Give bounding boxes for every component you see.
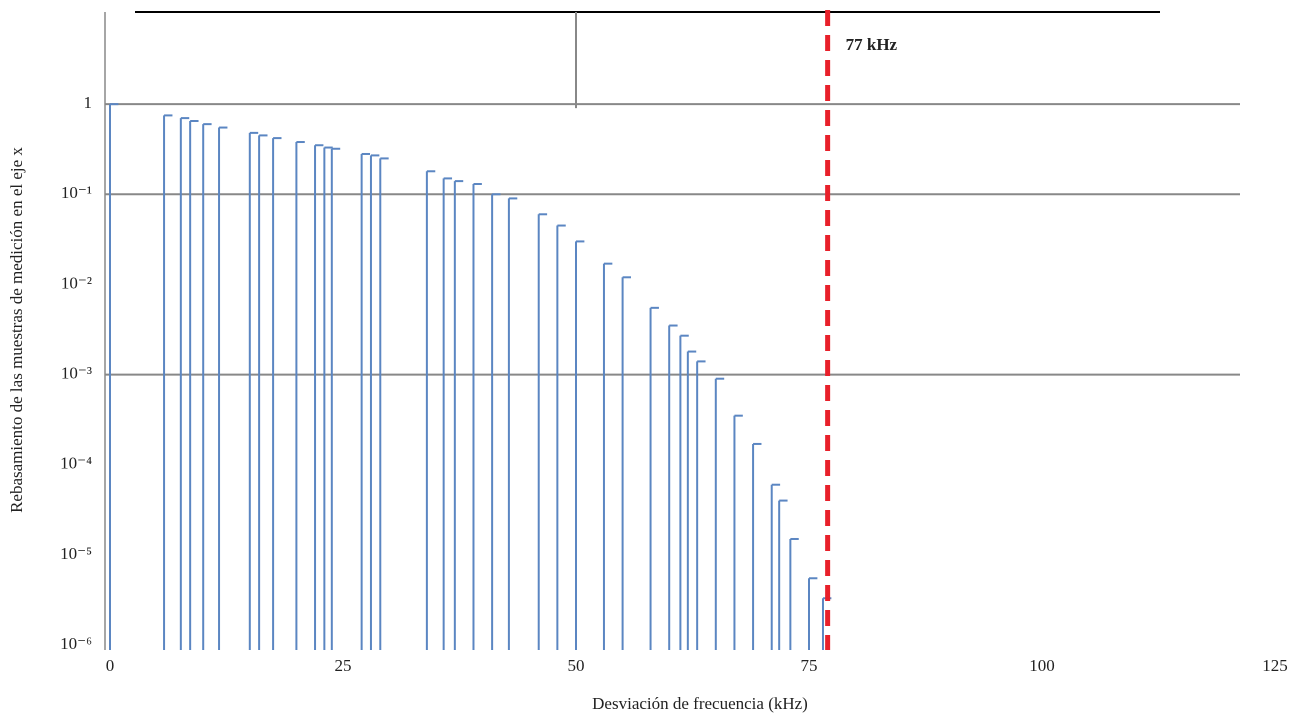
step (789, 537, 799, 650)
step (507, 197, 518, 650)
x-tick-label: 25 (335, 656, 352, 675)
y-tick-label: 10⁻⁵ (60, 544, 92, 563)
step (109, 103, 119, 650)
step (179, 117, 190, 650)
step (248, 131, 259, 650)
threshold-label: 77 kHz (846, 35, 898, 54)
step (537, 213, 548, 650)
step (556, 224, 566, 650)
step (369, 154, 380, 650)
step (714, 377, 725, 650)
step (453, 180, 464, 650)
step (621, 276, 631, 650)
x-tick-label: 125 (1262, 656, 1288, 675)
y-tick-label: 10⁻² (61, 273, 92, 292)
step (808, 577, 818, 650)
step (696, 360, 706, 650)
step (202, 123, 212, 650)
step (314, 144, 324, 650)
x-tick-label: 50 (568, 656, 585, 675)
step (679, 334, 689, 650)
step (770, 483, 781, 650)
x-axis-label: Desviación de frecuencia (kHz) (592, 694, 808, 713)
step (602, 262, 613, 650)
y-tick-label: 10⁻³ (61, 363, 92, 382)
step (752, 442, 762, 650)
x-tick-label: 0 (106, 656, 115, 675)
step (379, 157, 389, 650)
step (575, 240, 585, 650)
step (323, 146, 333, 650)
step (491, 193, 501, 650)
x-tick-label: 100 (1029, 656, 1055, 675)
step (442, 177, 453, 650)
y-tick-label: 10⁻¹ (61, 183, 92, 202)
step (189, 120, 199, 650)
step (330, 147, 341, 650)
step (360, 152, 371, 650)
step (218, 126, 228, 650)
step (472, 183, 482, 650)
y-tick-label: 10⁻⁴ (60, 454, 92, 473)
x-tick-label: 75 (801, 656, 818, 675)
step (668, 324, 678, 650)
step (778, 499, 788, 650)
step (295, 141, 305, 650)
step (163, 114, 173, 650)
step (733, 414, 743, 650)
step (649, 306, 659, 650)
step (425, 170, 436, 650)
y-tick-label: 1 (84, 93, 93, 112)
y-tick-label: 10⁻⁶ (60, 634, 92, 653)
step (686, 350, 697, 650)
step (258, 134, 268, 650)
y-axis-label: Rebasamiento de las muestras de medición… (7, 147, 26, 513)
step (272, 137, 282, 650)
